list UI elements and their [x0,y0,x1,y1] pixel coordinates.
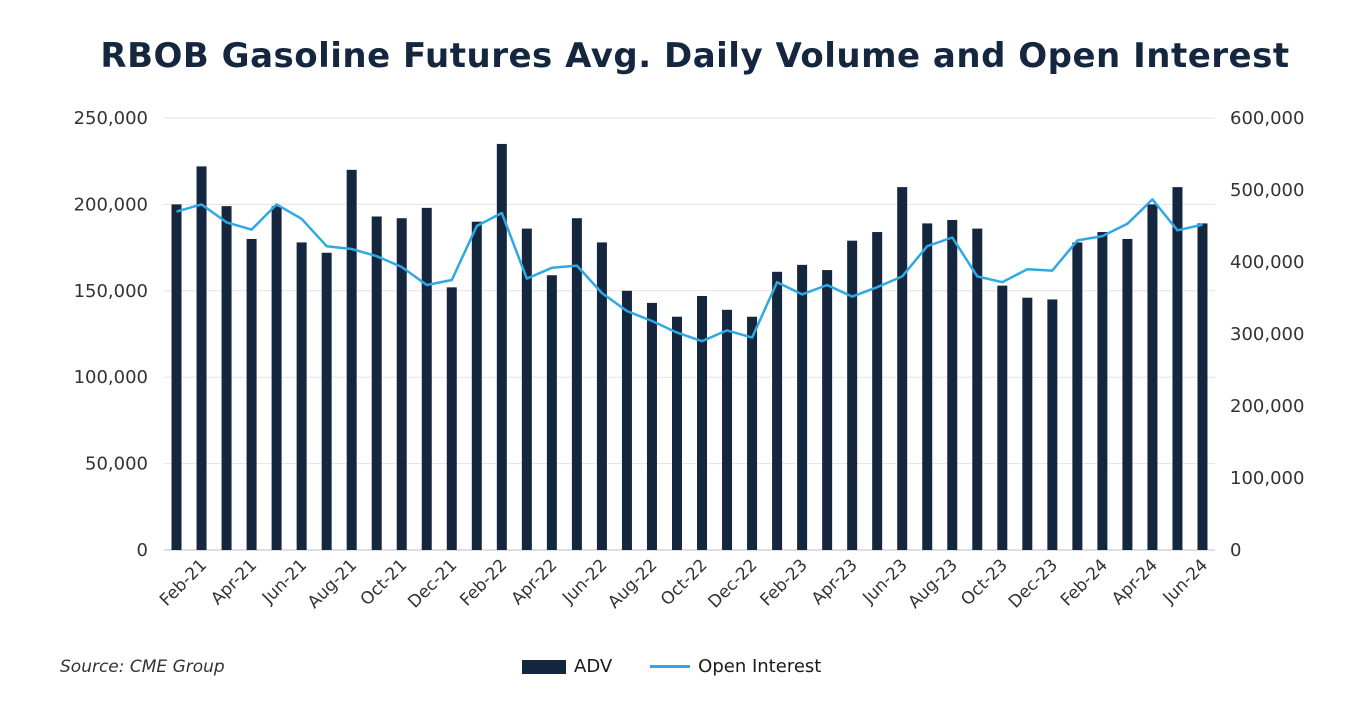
x-tick-label: Aug-23 [905,555,962,612]
adv-bar [872,232,883,550]
x-tick-label: Dec-22 [705,555,762,612]
y-right-tick-label: 500,000 [1230,180,1304,201]
adv-bar [671,316,682,550]
y-right-tick-label: 100,000 [1230,468,1304,489]
adv-bar [722,309,733,550]
adv-bar [596,242,607,550]
x-tick-label: Jun-21 [258,555,311,608]
x-tick-label: Oct-22 [657,555,712,610]
legend-label-adv: ADV [574,656,613,677]
adv-bar [897,187,908,550]
legend-swatch-adv [522,659,566,674]
adv-bar [1047,299,1058,550]
adv-bar [396,218,407,550]
adv-bar [446,287,457,550]
adv-bar [1197,223,1208,550]
adv-bar [1122,238,1133,550]
legend-swatch-open-interest [650,665,691,668]
adv-bar [1172,187,1183,550]
adv-bar [496,143,507,551]
x-tick-label: Jun-23 [858,555,911,608]
adv-bar [747,316,758,550]
adv-bar [1022,297,1033,550]
adv-bar [221,206,232,551]
adv-bar [822,270,833,550]
y-left-tick-label: 250,000 [74,108,148,129]
x-tick-label: Dec-23 [1005,555,1062,612]
adv-bar [947,219,958,550]
y-left-tick-label: 0 [137,540,148,561]
x-tick-label: Oct-21 [357,555,412,610]
adv-bar [546,275,557,550]
open-interest-line [176,198,1203,343]
x-tick-label: Jun-24 [1159,555,1212,608]
adv-bar [471,221,482,550]
adv-bar [646,302,657,550]
adv-bar [1097,232,1108,550]
adv-bar [847,240,858,551]
x-tick-label: Feb-22 [456,555,511,610]
adv-bar [321,252,332,550]
adv-bar [571,218,582,550]
y-left-tick-label: 100,000 [74,367,148,388]
adv-bar [1147,204,1158,550]
adv-bar [772,271,783,550]
legend-item-adv: ADV [522,656,612,677]
x-tick-label: Aug-21 [304,555,361,612]
chart-title: RBOB Gasoline Futures Avg. Daily Volume … [100,36,1290,76]
y-right-tick-label: 200,000 [1230,396,1304,417]
adv-bar [246,238,257,550]
legend: ADV Open Interest [522,656,859,677]
x-tick-label: Apr-24 [1108,555,1162,609]
y-left-tick-label: 200,000 [74,194,148,215]
x-tick-label: Oct-23 [957,555,1012,610]
y-right-tick-label: 600,000 [1230,108,1304,129]
y-right-tick-label: 400,000 [1230,252,1304,273]
source-note: Source: CME Group [60,657,225,677]
adv-bar [296,242,307,550]
adv-bar [922,223,933,550]
adv-bar [797,264,808,550]
adv-bar [171,204,182,550]
adv-bar [621,290,632,550]
adv-bar [371,216,382,550]
adv-bar [972,228,983,551]
y-right-tick-label: 0 [1230,540,1241,561]
x-tick-label: Apr-23 [808,555,862,609]
x-tick-label: Apr-21 [207,555,261,609]
y-left-tick-label: 50,000 [85,454,148,475]
y-right-tick-label: 300,000 [1230,324,1304,345]
adv-bar [271,206,282,551]
x-tick-label: Aug-22 [604,555,661,612]
y-left-tick-label: 150,000 [74,281,148,302]
adv-bar [697,295,708,550]
legend-label-open-interest: Open Interest [698,656,822,677]
x-tick-label: Dec-21 [404,555,461,612]
x-tick-label: Feb-21 [156,555,211,610]
x-tick-label: Jun-22 [558,555,611,608]
adv-bar [421,207,432,550]
adv-bar [521,228,532,551]
x-tick-label: Feb-23 [757,555,812,610]
legend-item-open-interest: Open Interest [650,656,821,677]
adv-bar [196,166,207,550]
x-tick-label: Apr-22 [508,555,562,609]
adv-bar [1072,242,1083,550]
adv-bar [997,285,1008,550]
x-tick-label: Feb-24 [1057,555,1112,610]
adv-bar [346,169,357,550]
